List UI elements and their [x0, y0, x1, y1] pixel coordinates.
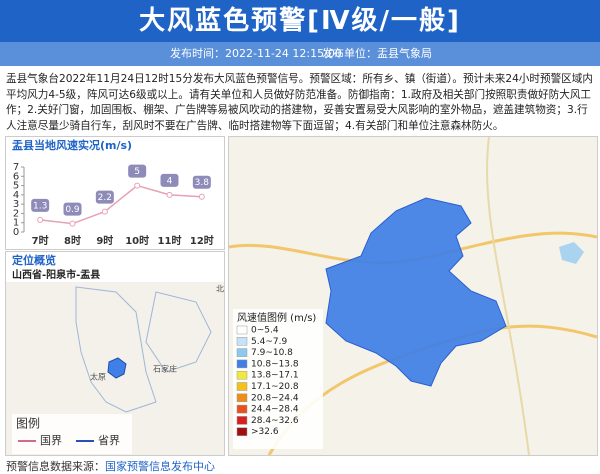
province-outline	[75, 286, 157, 413]
point	[101, 208, 108, 215]
x-tick-label: 10时	[125, 234, 149, 247]
overview-title: 定位概览	[12, 253, 56, 267]
y-tick-label: 6	[13, 171, 19, 182]
value-label: 0.9	[65, 205, 80, 215]
y-tick-label: 2	[13, 208, 19, 219]
map-panel: 风速值图例 (m/s) 0~5.4 5.4~7.9 7.9~10.8 10.8~13.…	[228, 136, 598, 456]
value-label: 1.3	[33, 201, 47, 211]
chart-title: 盂县当地风速实况(m/s)	[12, 138, 132, 152]
legend-label: 0~5.4	[251, 326, 279, 336]
value-label: 5	[134, 167, 140, 177]
legend-swatch	[236, 370, 248, 380]
y-tick-label: 0	[13, 227, 19, 238]
x-tick-label: 8时	[64, 234, 81, 247]
legend-swatch	[236, 348, 248, 357]
point	[166, 191, 173, 198]
legend-title: 图例	[16, 417, 40, 431]
label-box	[160, 173, 179, 187]
legend-label: 国界	[40, 434, 62, 447]
title: 大风蓝色预警[Ⅳ级/一般]	[0, 0, 600, 42]
warning-area	[325, 197, 507, 387]
point	[69, 220, 76, 227]
legend-swatch	[236, 393, 248, 403]
value-label: 3.8	[195, 178, 210, 188]
legend-label: 13.8~17.1	[251, 371, 299, 381]
y-tick-label: 4	[13, 190, 19, 201]
legend-swatch	[236, 416, 248, 425]
legend-swatch	[236, 404, 248, 414]
x-tick-label: 7时	[32, 234, 49, 247]
x-tick-label: 12时	[190, 234, 214, 247]
wind-legend-title: 风速值图例 (m/s)	[237, 311, 316, 324]
legend-swatch	[236, 325, 248, 335]
legend-label: 24.4~28.4	[251, 405, 299, 415]
legend-label: 10.8~13.8	[251, 359, 299, 369]
x-tick-label: 9时	[96, 234, 113, 247]
legend-swatch	[236, 382, 248, 391]
place-label: 北京	[216, 284, 224, 294]
road	[486, 136, 530, 456]
y-tick-label: 1	[13, 218, 19, 229]
label-box	[95, 190, 114, 204]
unit: 发布单位：盂县气象局	[322, 47, 432, 60]
legend-swatch	[236, 427, 248, 436]
legend-label: 7.9~10.8	[251, 348, 293, 358]
legend-swatch	[236, 359, 248, 369]
overview-header	[6, 252, 224, 282]
body-text: 盂县气象台2022年11月24日12时15分发布大风蓝色预警信号。预警区域：所有…	[6, 73, 593, 132]
legend-label: >32.6	[251, 427, 279, 437]
legend-label: 28.4~32.6	[251, 416, 299, 426]
subheader: 发布时间：2022-11-24 12:15:00 发布单位：盂县气象局	[0, 42, 600, 66]
wind-legend-box	[233, 309, 323, 449]
line	[40, 184, 202, 225]
value-label: 2.2	[98, 193, 112, 203]
chart: 盂县当地风速实况(m/s) 012345671.37时0.98时2.29时510…	[12, 138, 214, 247]
chart-panel: 盂县当地风速实况(m/s) 0 1 2 3 4 5 6 7 1.3 7时 0.9 8时 2.2 9时 5 10…	[5, 136, 225, 250]
y-tick-label: 7	[13, 162, 19, 173]
value-label: 4	[167, 176, 173, 186]
y-tick-label: 3	[13, 199, 19, 210]
time: 发布时间：2022-11-24 12:15:00	[170, 47, 342, 60]
legend-label: 5.4~7.9	[251, 337, 287, 347]
legend-label: 省界	[98, 434, 120, 447]
legend-label: 17.1~20.8	[251, 382, 299, 392]
province-outline	[145, 291, 212, 373]
label-box	[31, 198, 50, 212]
wind-map: 风速值图例 (m/s) 0~5.45.4~7.97.9~10.810.8~13.…	[228, 136, 598, 456]
x-tick-label: 11时	[158, 234, 182, 247]
point	[134, 182, 141, 189]
place-label: 石家庄	[153, 364, 177, 374]
label-box	[192, 175, 211, 189]
county-area	[107, 357, 127, 379]
point	[198, 193, 205, 200]
footer-label: 预警信息数据来源：	[6, 460, 105, 473]
label-box	[63, 202, 82, 216]
footer-source: 国家预警信息发布中心	[105, 460, 215, 473]
legend-box	[12, 414, 132, 454]
water	[559, 242, 584, 264]
y-tick-label: 5	[13, 181, 19, 192]
place-label: 太原	[90, 372, 106, 382]
point	[37, 216, 44, 223]
footer: 预警信息数据来源：国家预警信息发布中心	[6, 458, 215, 474]
legend-swatch	[236, 337, 248, 346]
location: 山西省-阳泉市-盂县	[12, 268, 100, 281]
label-box	[128, 164, 147, 178]
legend-label: 20.8~24.4	[251, 393, 299, 403]
